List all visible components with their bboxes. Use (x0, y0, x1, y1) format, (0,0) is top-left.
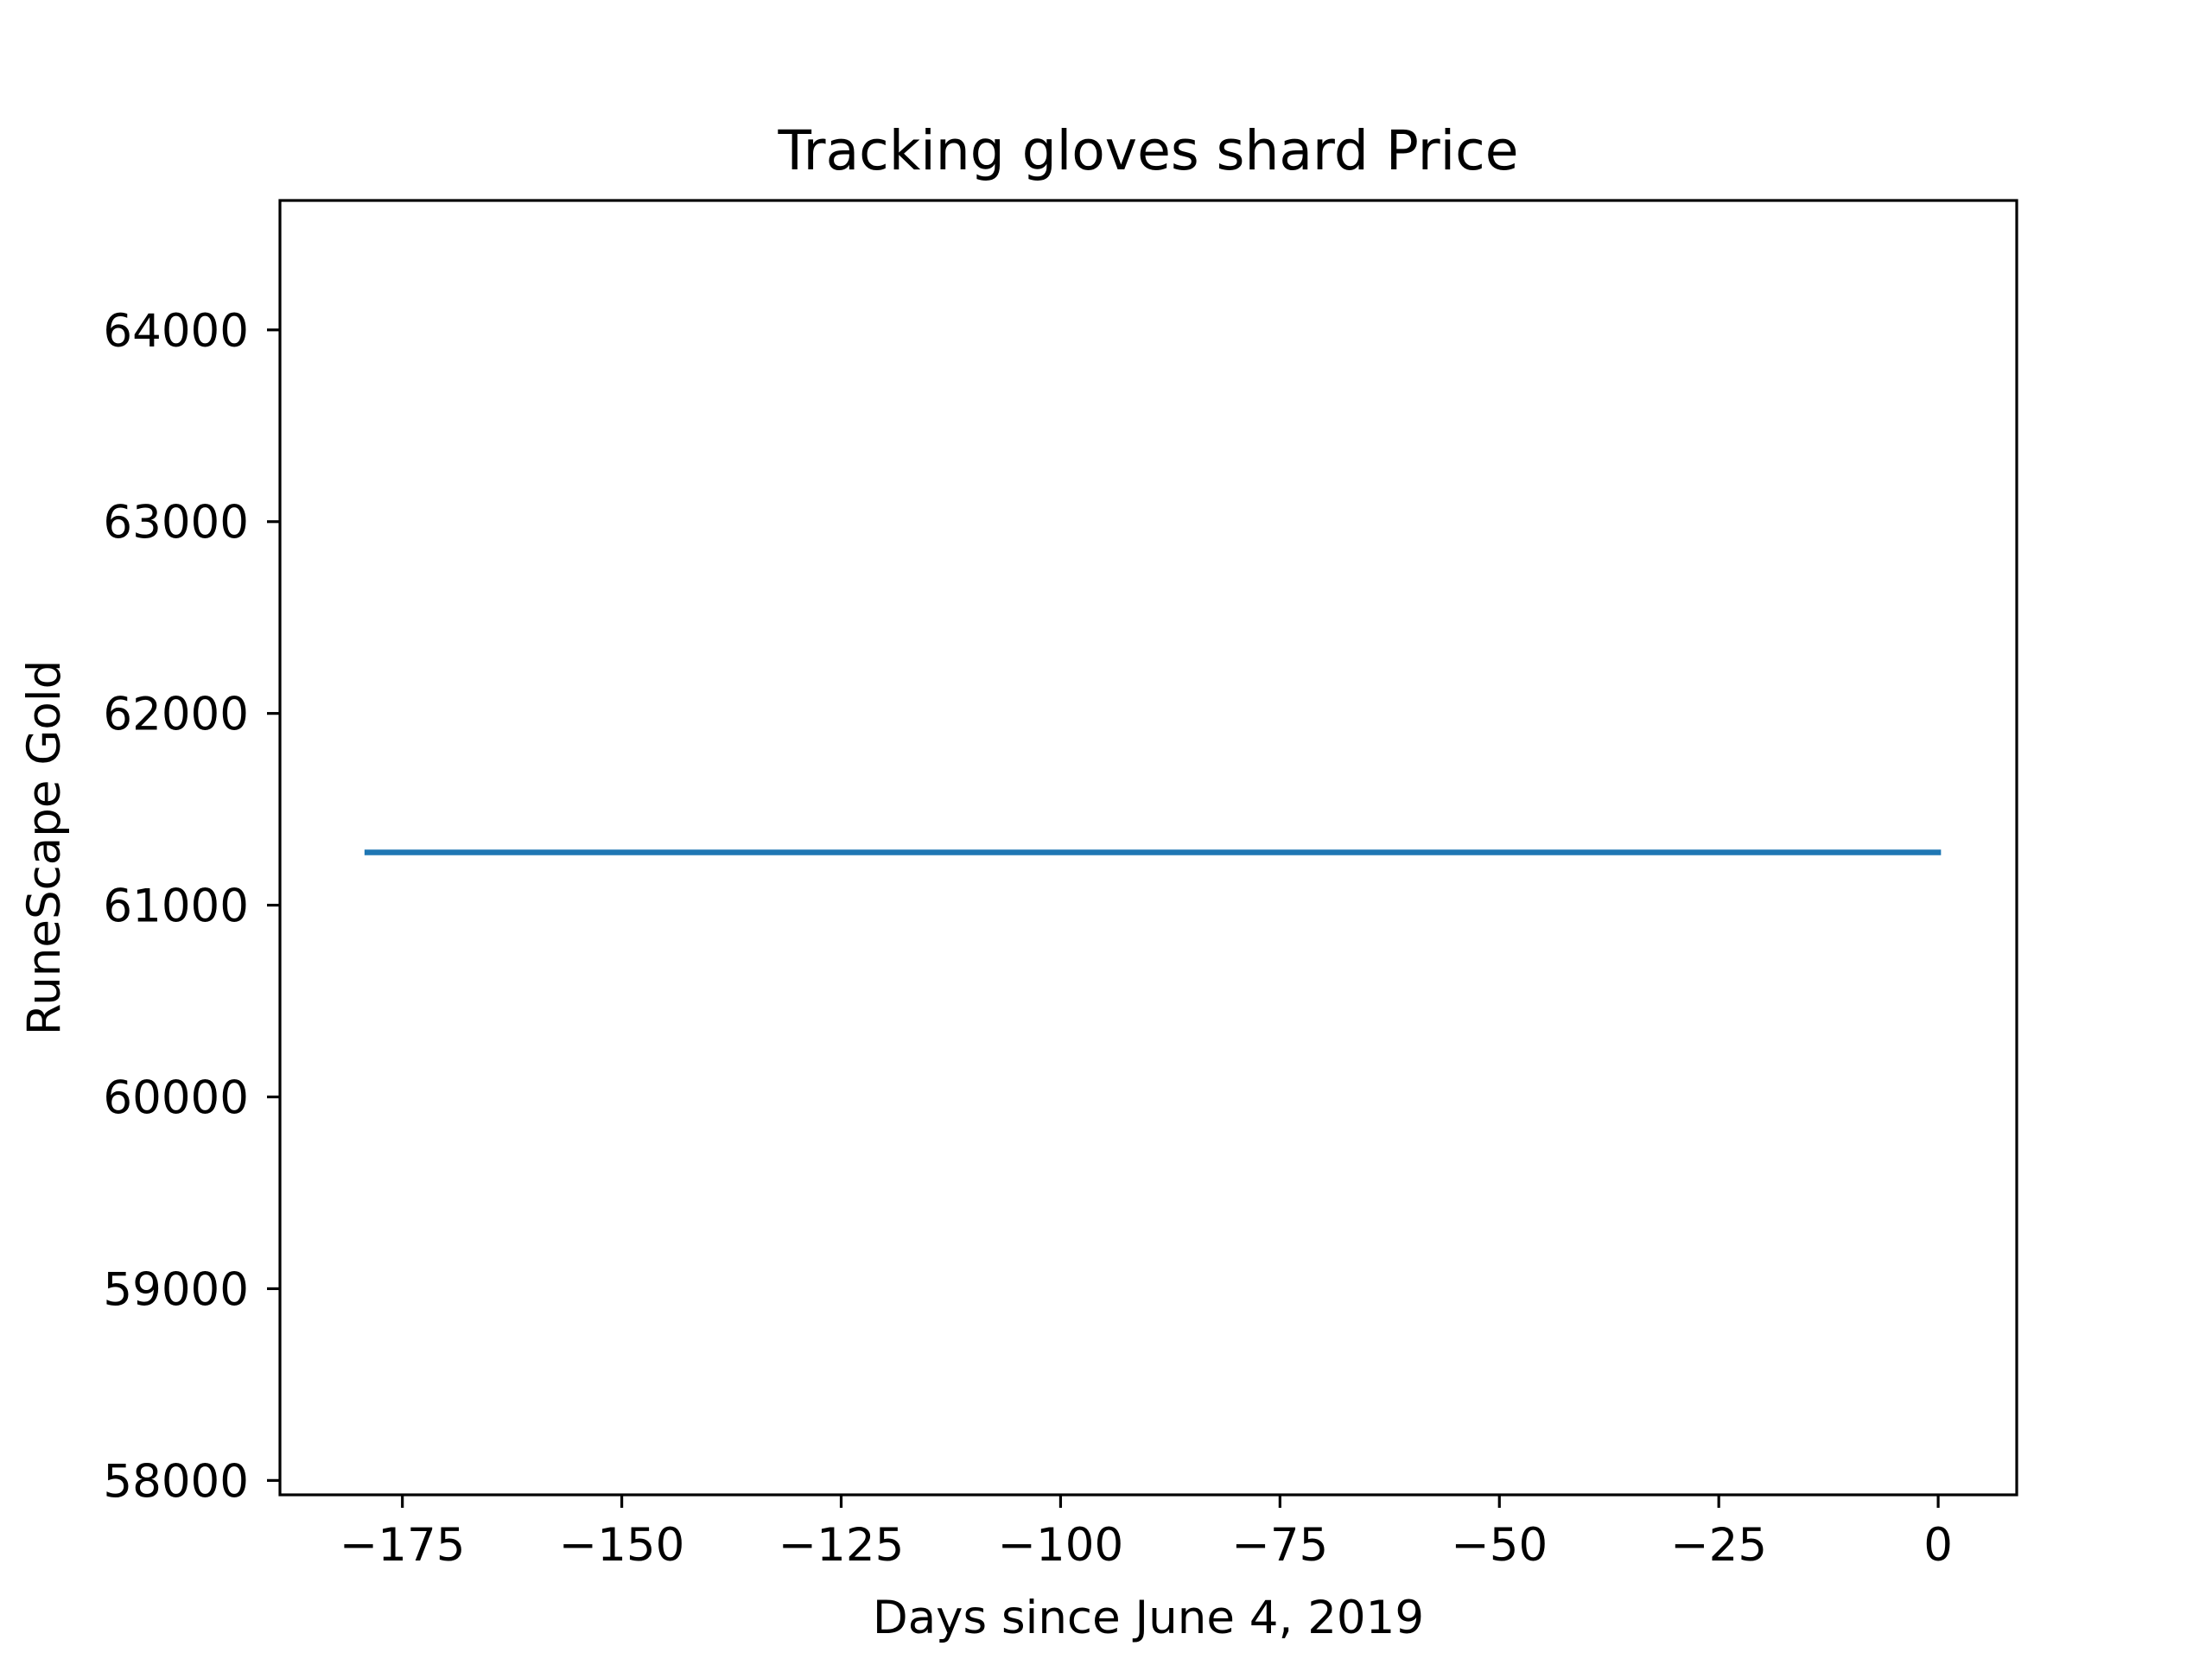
y-tick-label: 59000 (103, 1263, 249, 1316)
x-tick-label: −175 (340, 1519, 466, 1572)
x-tick-label: −25 (1670, 1519, 1767, 1572)
chart-title: Tracking gloves shard Price (777, 119, 1518, 182)
y-tick-label: 64000 (103, 305, 249, 358)
x-axis-ticks: −175 −150 −125 −100 −75 −50 −25 0 (340, 1495, 1953, 1572)
y-axis-label: RuneScape Gold (18, 660, 71, 1035)
x-tick-label: −75 (1231, 1519, 1328, 1572)
x-tick-label: −50 (1451, 1519, 1548, 1572)
y-tick-label: 61000 (103, 880, 249, 933)
y-axis-ticks: 58000 59000 60000 61000 62000 63000 64000 (103, 305, 280, 1508)
axes-frame (278, 199, 2018, 1497)
x-tick-label: 0 (1923, 1519, 1953, 1572)
y-tick-label: 60000 (103, 1072, 249, 1125)
y-tick-label: 58000 (103, 1455, 249, 1508)
x-tick-label: −125 (779, 1519, 905, 1572)
y-tick-label: 63000 (103, 497, 249, 550)
x-tick-label: −150 (559, 1519, 685, 1572)
x-axis-label: Days since June 4, 2019 (873, 1592, 1424, 1644)
x-tick-label: −100 (998, 1519, 1124, 1572)
y-tick-label: 62000 (103, 689, 249, 741)
